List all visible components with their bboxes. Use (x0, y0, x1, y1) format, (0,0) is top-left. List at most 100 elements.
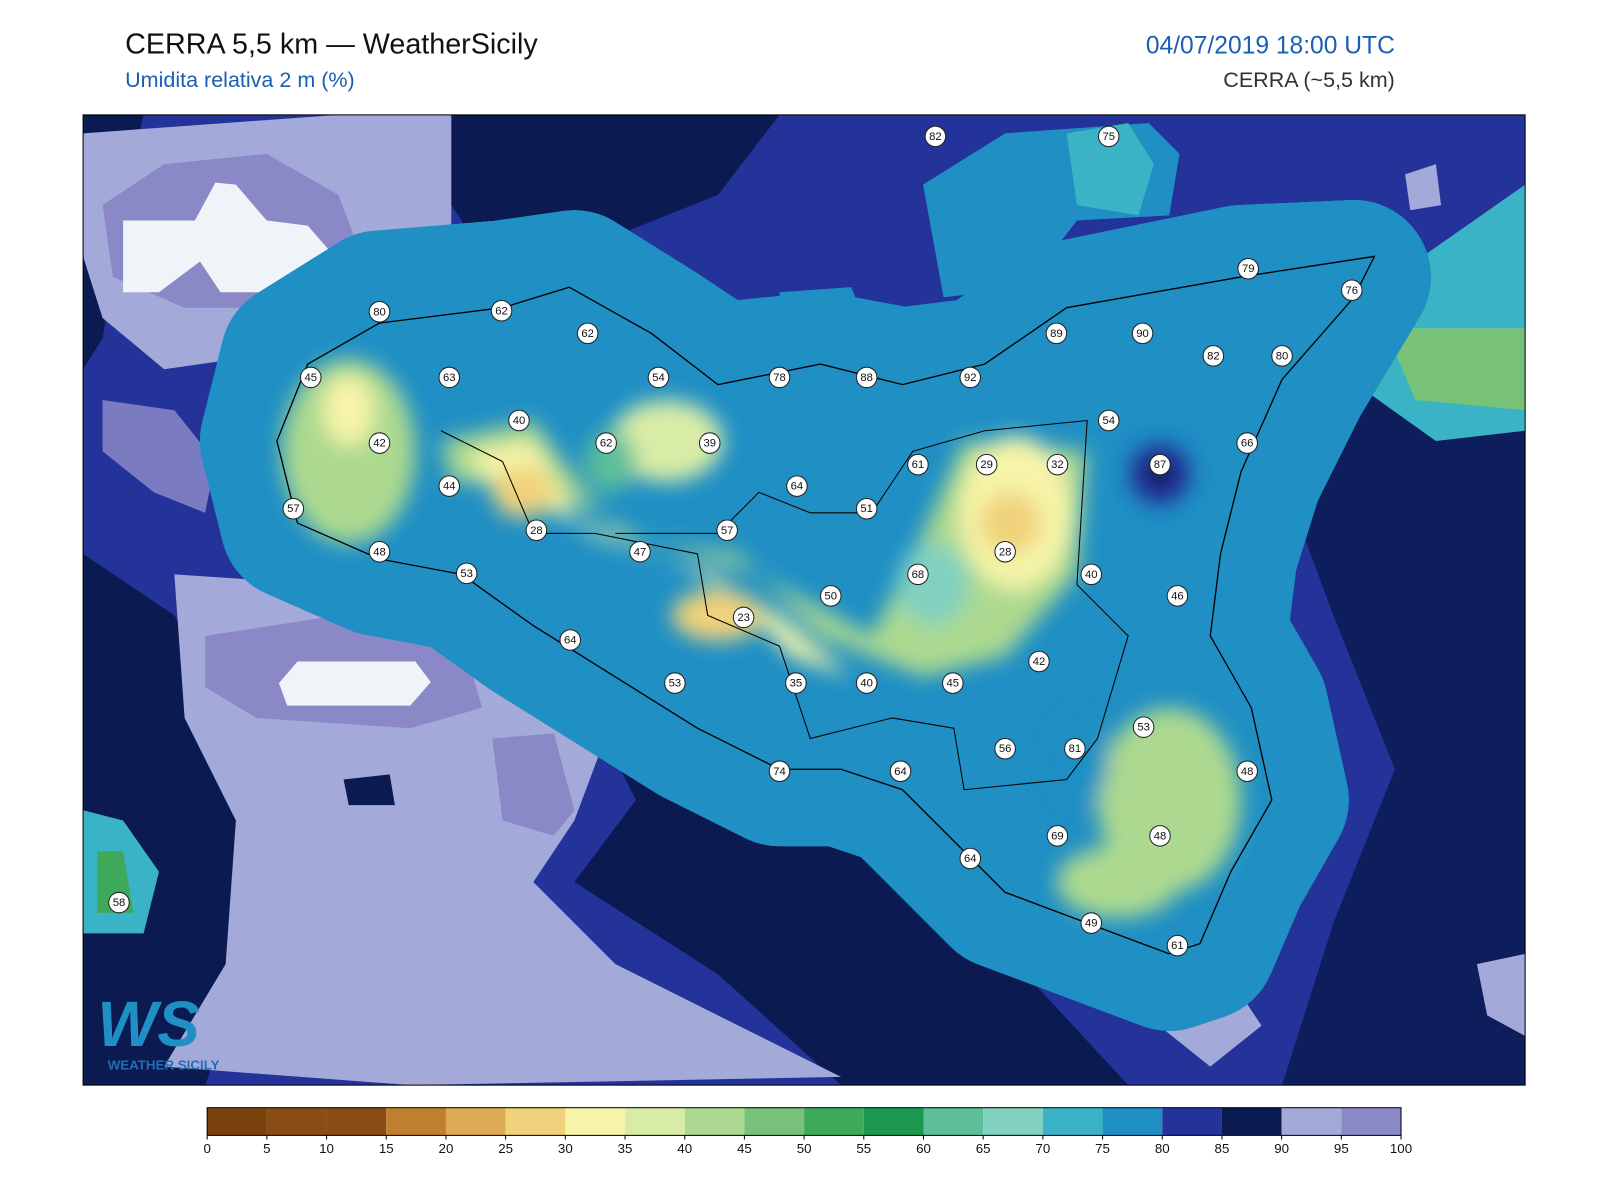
field-patch (1066, 123, 1154, 216)
field-patch (83, 553, 267, 1086)
station-marker (889, 760, 912, 783)
colorbar-tick-label: 10 (319, 1141, 334, 1156)
title: CERRA 5,5 km — WeatherSicily (125, 28, 538, 60)
station-value: 57 (287, 503, 300, 515)
station-marker (525, 519, 548, 542)
colorbar-tick-label: 15 (379, 1141, 394, 1156)
colorbar-tick-label: 70 (1035, 1141, 1050, 1156)
station-value: 23 (737, 612, 750, 624)
colorbar-tick-label: 20 (439, 1141, 454, 1156)
station-marker (994, 541, 1016, 563)
subtitle: Umidita relativa 2 m (%) (125, 68, 355, 92)
coastline (276, 255, 1376, 955)
station-marker (732, 606, 755, 629)
station-value: 58 (113, 897, 126, 909)
station-marker (768, 366, 791, 389)
station-marker (1166, 934, 1189, 957)
colorbar-swatch (625, 1107, 685, 1136)
station-value: 54 (652, 372, 665, 384)
station-value: 62 (495, 305, 508, 317)
station-value: 89 (1050, 328, 1063, 340)
station-marker (559, 629, 582, 651)
datetime: 04/07/2019 18:00 UTC (1146, 32, 1395, 59)
station-value: 87 (1154, 459, 1167, 471)
station-marker (368, 301, 391, 323)
station-value: 40 (860, 678, 873, 690)
station-value: 48 (373, 546, 386, 558)
station-value: 44 (443, 481, 456, 493)
station-marker (1046, 453, 1069, 476)
station-marker (1080, 912, 1103, 934)
station-marker (924, 125, 947, 148)
station-value: 75 (1102, 131, 1115, 143)
colorbar-swatch (1102, 1107, 1163, 1136)
station-value: 61 (1171, 940, 1184, 952)
station-value: 92 (964, 372, 977, 384)
station-marker (855, 497, 878, 520)
station-marker (1131, 322, 1154, 345)
station-marker (1237, 257, 1259, 280)
colorbar-swatch (1341, 1107, 1402, 1136)
colorbar-tick-label: 65 (976, 1141, 991, 1156)
station-value: 63 (443, 372, 456, 384)
colorbar-tick-label: 55 (856, 1141, 871, 1156)
station-marker (368, 541, 391, 563)
station-value: 48 (1154, 830, 1167, 842)
station-marker (1149, 825, 1171, 847)
station-value: 66 (1241, 438, 1254, 450)
station-marker (1028, 650, 1050, 673)
colorbar-swatch (983, 1107, 1043, 1136)
station-marker (576, 322, 599, 345)
field-patch (343, 774, 395, 806)
station-value: 80 (1276, 350, 1289, 362)
station-value: 79 (1242, 263, 1255, 275)
colorbar-swatch (863, 1107, 924, 1136)
station-marker (975, 453, 998, 476)
station-marker (1132, 716, 1155, 738)
station-marker (629, 541, 651, 563)
station-value: 45 (305, 372, 318, 384)
colorbar-tick-label: 45 (737, 1141, 752, 1156)
station-marker (959, 366, 982, 389)
station-marker (994, 737, 1016, 760)
field-patch (123, 182, 344, 293)
station-marker (1271, 345, 1293, 367)
station-value: 39 (703, 438, 716, 450)
station-value: 40 (513, 415, 526, 427)
station-marker (1097, 409, 1120, 432)
station-value: 61 (912, 459, 925, 471)
station-marker (299, 366, 322, 389)
colorbar-tick-label: 40 (677, 1141, 692, 1156)
station-marker (1341, 279, 1363, 302)
station-marker (1149, 453, 1171, 476)
station-value: 32 (1051, 459, 1064, 471)
station-marker (820, 585, 842, 607)
field-patch (278, 661, 431, 706)
station-value: 81 (1069, 743, 1082, 755)
station-value: 50 (825, 590, 838, 602)
colorbar-tick-label: 35 (618, 1141, 633, 1156)
station-marker (664, 672, 686, 694)
field-patch (1476, 953, 1526, 1036)
colorbar-swatch (445, 1107, 506, 1136)
station-value: 56 (999, 743, 1012, 755)
station-value: 29 (980, 459, 993, 471)
colorbar-tick-label: 95 (1334, 1141, 1349, 1156)
colorbar-swatch (1221, 1107, 1282, 1136)
station-marker (1097, 125, 1120, 148)
station-marker (1166, 585, 1189, 607)
model-label: CERRA (~5,5 km) (1223, 68, 1395, 92)
station-value: 53 (669, 678, 682, 690)
station-marker (508, 409, 530, 432)
station-value: 49 (1085, 918, 1098, 930)
station-marker (1064, 737, 1086, 760)
colorbar-tick-label: 0 (203, 1141, 210, 1156)
logo: WS WEATHER SICILY (97, 989, 219, 1073)
colorbar-swatch (1162, 1107, 1222, 1136)
station-value: 80 (373, 306, 386, 318)
station-marker (907, 563, 929, 586)
station-marker (786, 475, 808, 497)
station-value: 68 (912, 569, 925, 581)
field-patch (1384, 328, 1526, 411)
